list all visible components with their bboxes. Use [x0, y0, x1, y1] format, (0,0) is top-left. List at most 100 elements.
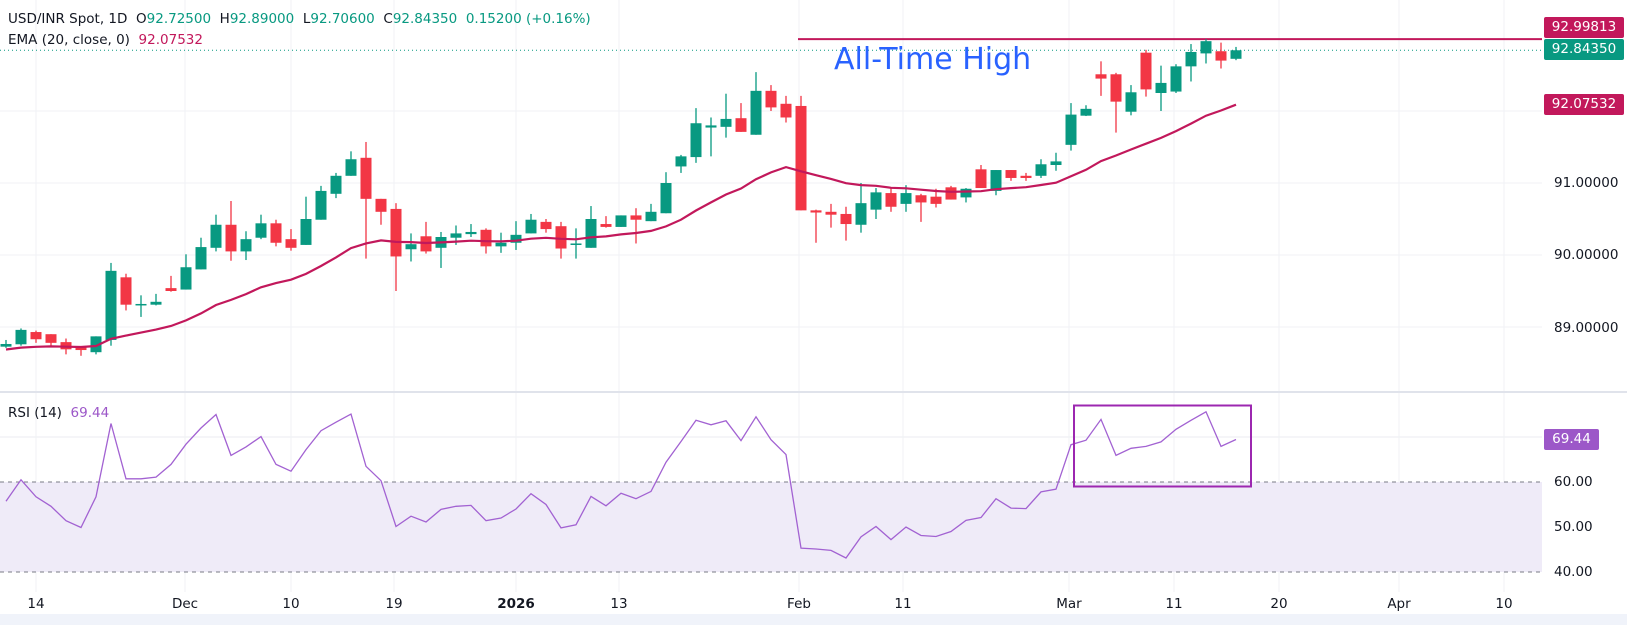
x-axis-label: 19: [385, 596, 403, 612]
candle-body: [1215, 51, 1227, 61]
candle-body: [90, 336, 102, 353]
candle-body: [135, 303, 147, 306]
price-axis-label: 89.00000: [1554, 320, 1619, 336]
candle-body: [345, 159, 357, 176]
candle-body: [15, 329, 27, 345]
candle-body: [165, 288, 177, 291]
candle-body: [1110, 74, 1122, 102]
rsi-axis-label: 50.00: [1554, 519, 1593, 535]
high-value: 92.89000: [229, 11, 295, 27]
x-axis-label: 20: [1270, 596, 1288, 612]
open-label: O: [136, 11, 147, 27]
candle-body: [780, 103, 792, 118]
candle-body: [900, 193, 912, 204]
candle-body: [720, 118, 732, 127]
rsi-band: [0, 482, 1542, 572]
x-axis-label: 2026: [497, 596, 535, 612]
price-axis-label: 90.00000: [1554, 247, 1619, 263]
price-axis-label: 91.00000: [1554, 175, 1619, 191]
candle-body: [795, 105, 807, 211]
candle-body: [465, 231, 477, 235]
candle-body: [585, 219, 597, 248]
bottom-bar: [0, 614, 1627, 625]
candle-body: [1095, 74, 1107, 79]
x-axis-label: 11: [894, 596, 912, 612]
all-time-high-annotation: All-Time High: [834, 42, 1032, 77]
candle-body: [555, 226, 567, 249]
candle-body: [375, 198, 387, 212]
x-axis-label: Feb: [787, 596, 811, 612]
candle-body: [1005, 170, 1017, 178]
candle-body: [1035, 164, 1047, 176]
candle-body: [630, 215, 642, 220]
change-value: 0.15200 (+0.16%): [465, 11, 591, 27]
candle-body: [285, 239, 297, 248]
candle-body: [825, 211, 837, 215]
x-axis-label: 11: [1165, 596, 1183, 612]
candle-body: [180, 267, 192, 290]
candle-body: [510, 234, 522, 243]
candle-body: [240, 239, 252, 252]
candle-body: [195, 247, 207, 270]
ema-line: [5, 103, 1237, 351]
symbol-legend: USD/INR Spot, 1D O92.72500 H92.89000 L92…: [8, 11, 591, 27]
candle-body: [945, 187, 957, 200]
candle-body: [1155, 82, 1167, 93]
candle-body: [1125, 92, 1137, 112]
rsi-label: RSI (14): [8, 405, 62, 421]
candle-body: [675, 156, 687, 167]
x-axis-label: 10: [1495, 596, 1513, 612]
x-axis-label: 13: [610, 596, 628, 612]
candle-body: [570, 243, 582, 245]
candle-body: [1020, 175, 1032, 178]
candle-body: [840, 213, 852, 225]
high-label: H: [219, 11, 230, 27]
close-price-tag: 92.84350: [1544, 39, 1624, 60]
symbol-title[interactable]: USD/INR Spot, 1D: [8, 11, 128, 27]
candle-body: [1170, 66, 1182, 92]
candle-body: [1140, 52, 1152, 90]
open-value: 92.72500: [146, 11, 212, 27]
candle-body: [990, 170, 1002, 191]
candle-body: [735, 118, 747, 132]
candle-body: [885, 193, 897, 207]
x-axis-label: Mar: [1056, 596, 1082, 612]
ema-value: 92.07532: [138, 32, 203, 48]
x-axis-label: 10: [282, 596, 300, 612]
candle-body: [30, 332, 42, 340]
candle-body: [660, 183, 672, 214]
rsi-legend[interactable]: RSI (14) 69.44: [8, 405, 109, 421]
candle-body: [330, 175, 342, 194]
candle-body: [225, 224, 237, 252]
close-label: C: [383, 11, 393, 27]
candle-body: [540, 221, 552, 230]
candle-body: [480, 229, 492, 247]
x-axis-label: Dec: [171, 596, 199, 612]
rsi-value: 69.44: [70, 405, 110, 421]
ema-price-tag: 92.07532: [1544, 94, 1624, 115]
candle-body: [450, 233, 462, 238]
candle-body: [750, 90, 762, 135]
ath-price-tag: 92.99813: [1544, 17, 1624, 38]
candle-body: [855, 203, 867, 225]
candles: [0, 39, 1242, 356]
close-value: 92.84350: [392, 11, 458, 27]
candle-body: [150, 301, 162, 305]
candle-body: [210, 224, 222, 248]
candle-body: [1185, 51, 1197, 67]
candle-body: [75, 347, 87, 351]
candle-body: [870, 192, 882, 210]
candle-body: [315, 190, 327, 220]
candle-body: [390, 208, 402, 257]
candle-body: [975, 169, 987, 189]
candle-body: [1230, 50, 1242, 59]
candle-body: [405, 244, 417, 250]
ema-legend[interactable]: EMA (20, close, 0) 92.07532: [8, 32, 203, 48]
candle-body: [960, 188, 972, 198]
rsi-highlight-box: [1073, 404, 1252, 488]
rsi-axis-label: 60.00: [1554, 474, 1593, 490]
candle-body: [300, 219, 312, 245]
candle-body: [360, 157, 372, 199]
rsi-value-tag: 69.44: [1544, 429, 1599, 450]
